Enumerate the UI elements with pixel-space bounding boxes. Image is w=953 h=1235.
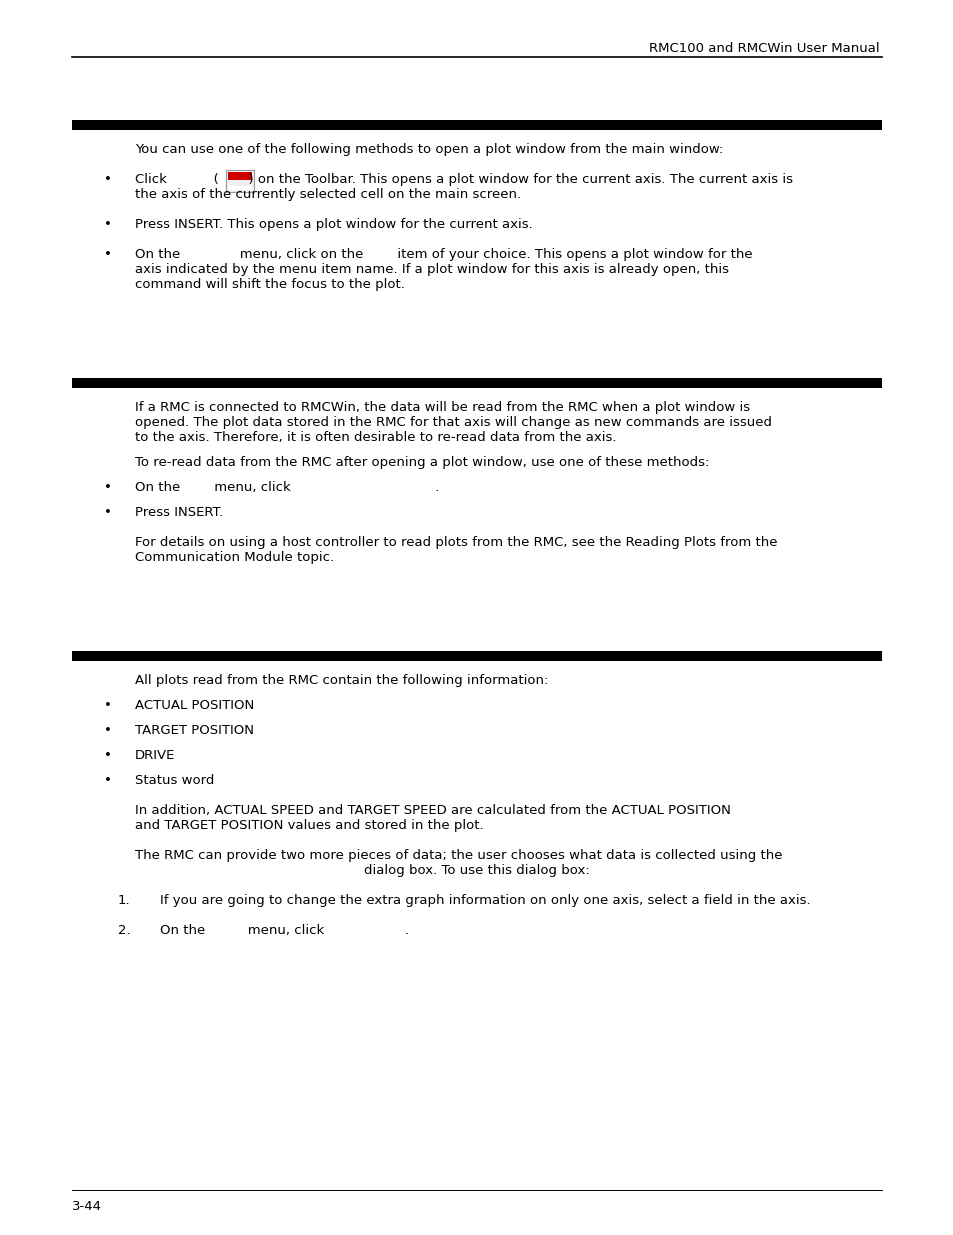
Text: The RMC can provide two more pieces of data; the user chooses what data is colle: The RMC can provide two more pieces of d… [135, 848, 781, 862]
Text: •: • [104, 724, 112, 737]
Text: 1.: 1. [118, 894, 131, 906]
Text: Communication Module topic.: Communication Module topic. [135, 551, 334, 564]
Text: •: • [104, 699, 112, 713]
Text: Press INSERT.: Press INSERT. [135, 506, 223, 519]
Text: •: • [104, 506, 112, 519]
Text: and TARGET POSITION values and stored in the plot.: and TARGET POSITION values and stored in… [135, 819, 483, 832]
Text: 3-44: 3-44 [71, 1200, 102, 1213]
Text: You can use one of the following methods to open a plot window from the main win: You can use one of the following methods… [135, 143, 722, 156]
Text: dialog box. To use this dialog box:: dialog box. To use this dialog box: [364, 864, 589, 877]
Text: to the axis. Therefore, it is often desirable to re-read data from the axis.: to the axis. Therefore, it is often desi… [135, 431, 616, 445]
Text: Status word: Status word [135, 774, 214, 787]
Text: If you are going to change the extra graph information on only one axis, select : If you are going to change the extra gra… [160, 894, 810, 906]
Text: Press INSERT. This opens a plot window for the current axis.: Press INSERT. This opens a plot window f… [135, 219, 532, 231]
Text: For details on using a host controller to read plots from the RMC, see the Readi: For details on using a host controller t… [135, 536, 777, 550]
Text: All plots read from the RMC contain the following information:: All plots read from the RMC contain the … [135, 674, 548, 687]
Text: •: • [104, 248, 112, 261]
Text: If a RMC is connected to RMCWin, the data will be read from the RMC when a plot : If a RMC is connected to RMCWin, the dat… [135, 401, 749, 414]
Text: To re-read data from the RMC after opening a plot window, use one of these metho: To re-read data from the RMC after openi… [135, 456, 709, 469]
Text: command will shift the focus to the plot.: command will shift the focus to the plot… [135, 278, 404, 291]
Text: •: • [104, 748, 112, 762]
Text: opened. The plot data stored in the RMC for that axis will change as new command: opened. The plot data stored in the RMC … [135, 416, 771, 429]
Text: RMC100 and RMCWin User Manual: RMC100 and RMCWin User Manual [649, 42, 879, 56]
Text: 2.: 2. [118, 924, 131, 937]
Text: the axis of the currently selected cell on the main screen.: the axis of the currently selected cell … [135, 188, 520, 201]
Text: axis indicated by the menu item name. If a plot window for this axis is already : axis indicated by the menu item name. If… [135, 263, 728, 275]
Text: •: • [104, 219, 112, 231]
Bar [226, 170, 253, 191]
Text: ACTUAL POSITION: ACTUAL POSITION [135, 699, 254, 713]
Text: •: • [104, 173, 112, 186]
Text: •: • [104, 480, 112, 494]
Bar [71, 378, 882, 388]
Text: Click           (       ) on the Toolbar. This opens a plot window for the curre: Click ( ) on the Toolbar. This opens a p… [135, 173, 792, 186]
Text: On the          menu, click                   .: On the menu, click . [160, 924, 409, 937]
Bar [228, 172, 252, 180]
Text: On the              menu, click on the        item of your choice. This opens a : On the menu, click on the item of your c… [135, 248, 752, 261]
Text: On the        menu, click                                  .: On the menu, click . [135, 480, 439, 494]
Text: In addition, ACTUAL SPEED and TARGET SPEED are calculated from the ACTUAL POSITI: In addition, ACTUAL SPEED and TARGET SPE… [135, 804, 730, 818]
Text: DRIVE: DRIVE [135, 748, 175, 762]
Bar [71, 120, 882, 130]
Text: •: • [104, 774, 112, 787]
Bar [71, 651, 882, 661]
Text: TARGET POSITION: TARGET POSITION [135, 724, 253, 737]
Bar [228, 186, 252, 190]
